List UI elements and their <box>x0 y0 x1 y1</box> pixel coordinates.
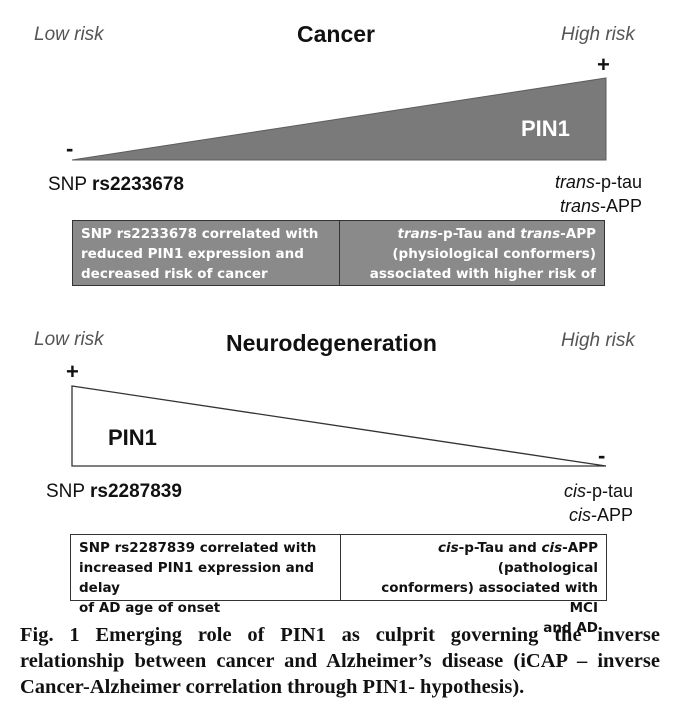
neuro-info-right-line: conformers) associated with MCI <box>381 580 598 616</box>
cancer-low-risk-label: Low risk <box>34 24 104 45</box>
cancer-info-left-line: decreased risk of cancer <box>81 266 268 282</box>
cancer-info-text: -APP <box>560 226 596 242</box>
cancer-info-italic: trans <box>520 226 561 242</box>
cancer-conformer-2-prefix: trans <box>559 196 600 216</box>
neuro-info-left-line: of AD age of onset <box>79 600 221 616</box>
neuro-snp-label: SNP rs2287839 <box>46 481 182 503</box>
neuro-info-right-line: and AD <box>543 620 598 636</box>
cancer-snp-prefix: SNP <box>48 174 93 195</box>
cancer-conformer-1-suffix: -p-tau <box>594 172 642 192</box>
cancer-high-risk-label: High risk <box>561 24 635 45</box>
neuro-pin1-label: PIN1 <box>108 425 157 450</box>
cancer-info-box: SNP rs2233678 correlated with reduced PI… <box>72 220 605 302</box>
cancer-info-left: SNP rs2233678 correlated with reduced PI… <box>73 221 340 285</box>
neuro-info-italic: cis <box>541 540 563 556</box>
neuro-info-italic: cis <box>437 540 459 556</box>
cancer-conformer-2-suffix: -APP <box>599 196 642 216</box>
neuro-conformer-1: cis-p-tau <box>564 479 633 503</box>
cancer-info-right-line: (physiological conformers) <box>392 246 596 262</box>
neuro-high-risk-label: High risk <box>561 330 635 351</box>
neuro-conformer-1-prefix: cis <box>563 481 586 501</box>
cancer-info-right-line: trans-p-Tau and trans-APP <box>348 224 596 244</box>
neuro-info-text: -p-Tau and <box>458 540 542 556</box>
cancer-info-left-line: reduced PIN1 expression and <box>81 246 304 262</box>
neuro-info-left-line: increased PIN1 expression and delay <box>79 560 315 596</box>
cancer-info-left-line: SNP rs2233678 correlated with <box>81 226 319 242</box>
neuro-plus-sign: + <box>66 359 79 384</box>
neuro-minus-sign: - <box>598 443 606 468</box>
cancer-info-right-line: associated with higher risk of cancer <box>369 266 596 302</box>
cancer-conformer-1: trans-p-tau <box>555 170 642 194</box>
neuro-info-box: SNP rs2287839 correlated with increased … <box>70 534 607 636</box>
neuro-conformer-2-prefix: cis <box>568 505 591 525</box>
neuro-info-left: SNP rs2287839 correlated with increased … <box>71 535 341 616</box>
neuro-conformers: cis-p-tau cis-APP <box>564 479 633 527</box>
neuro-conformer-2: cis-APP <box>564 503 633 527</box>
neuro-title: Neurodegeneration <box>226 330 437 356</box>
cancer-conformer-1-prefix: trans <box>554 172 595 192</box>
neuro-low-risk-label: Low risk <box>34 329 104 350</box>
cancer-pin1-triangle <box>71 77 607 161</box>
neuro-info-right: cis-p-Tau and cis-APP (pathological conf… <box>341 535 606 636</box>
cancer-info-text: -p-Tau and <box>437 226 521 242</box>
neuro-conformer-1-suffix: -p-tau <box>585 481 633 501</box>
cancer-conformer-2: trans-APP <box>555 194 642 218</box>
neuro-info-right-line: cis-p-Tau and cis-APP (pathological <box>349 538 598 578</box>
neuro-pin1-triangle <box>71 385 607 467</box>
cancer-snp-id: rs2233678 <box>92 174 184 195</box>
cancer-plus-sign: + <box>597 52 610 77</box>
cancer-pin1-label: PIN1 <box>521 116 570 141</box>
cancer-minus-sign: - <box>66 136 74 161</box>
cancer-info-right: trans-p-Tau and trans-APP (physiological… <box>340 221 604 302</box>
neuro-conformer-2-suffix: -APP <box>590 505 633 525</box>
neuro-snp-prefix: SNP <box>46 481 91 502</box>
cancer-info-italic: trans <box>397 226 438 242</box>
neuro-info-left-line: SNP rs2287839 correlated with <box>79 540 317 556</box>
neuro-snp-id: rs2287839 <box>90 481 182 502</box>
cancer-snp-label: SNP rs2233678 <box>48 174 184 196</box>
cancer-conformers: trans-p-tau trans-APP <box>555 170 642 218</box>
neuro-info-text: -APP (pathological <box>497 540 598 576</box>
figure-caption: Fig. 1 Emerging role of PIN1 as culprit … <box>20 624 660 698</box>
cancer-title: Cancer <box>297 21 375 47</box>
